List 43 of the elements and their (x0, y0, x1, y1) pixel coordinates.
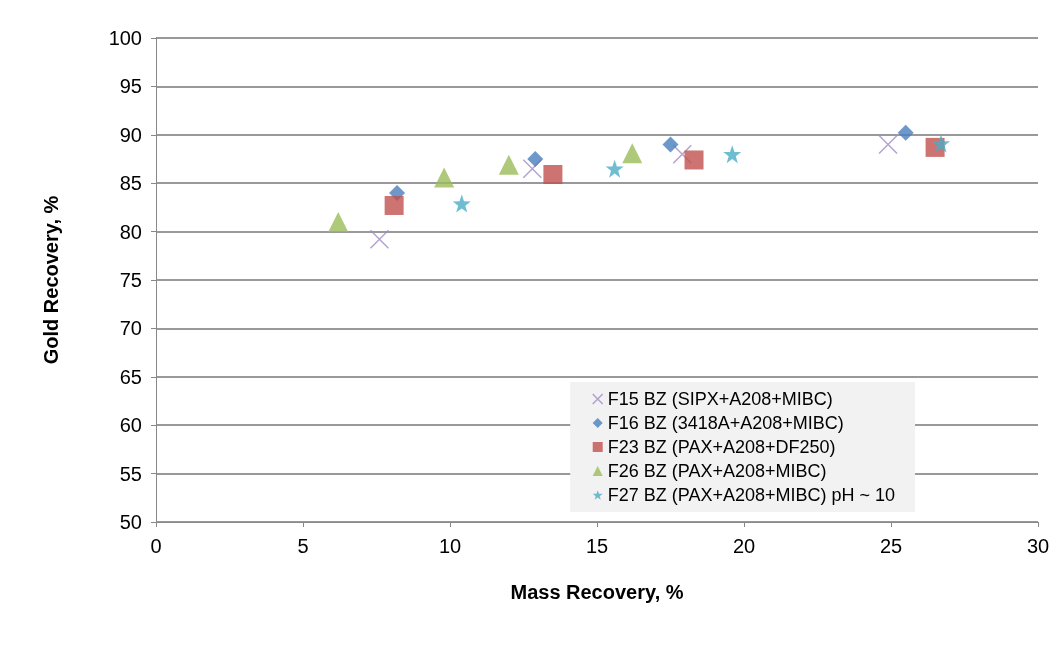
x-tick-label: 10 (438, 535, 462, 557)
point (384, 195, 404, 215)
x-tick-label: 0 (150, 535, 162, 557)
x-tick-label: 25 (879, 535, 903, 557)
legend-label: F26 BZ (PAX+A208+MIBC) (607, 461, 827, 481)
point (723, 145, 742, 164)
y-tick-label: 65 (119, 365, 142, 388)
point (498, 154, 519, 175)
y-tick-label: 100 (108, 27, 142, 49)
y-tick-label: 75 (119, 269, 142, 291)
x-tick-label: 20 (732, 535, 756, 557)
y-tick-label: 80 (119, 220, 142, 243)
y-tick-label: 55 (119, 462, 142, 485)
point (684, 150, 704, 170)
legend-label: F23 BZ (PAX+A208+DF250) (607, 437, 836, 457)
point (672, 144, 693, 164)
point (527, 151, 544, 167)
y-tick-label: 60 (119, 414, 142, 437)
point (522, 158, 543, 179)
point (931, 134, 950, 153)
point (543, 164, 563, 184)
x-tick-label: 30 (1026, 535, 1050, 557)
legend-label: F27 BZ (PAX+A208+MIBC) pH ~ 10 (607, 485, 895, 505)
y-tick-label: 85 (119, 172, 142, 195)
y-tick-label: 90 (119, 123, 142, 146)
x-axis-title: Mass Recovery, % (510, 581, 684, 603)
point (605, 159, 624, 178)
y-tick-label: 70 (119, 317, 142, 340)
point (622, 143, 643, 164)
point (452, 194, 471, 213)
legend-label: F16 BZ (3418A+A208+MIBC) (607, 413, 844, 433)
legend-label: F15 BZ (SIPX+A208+MIBC) (607, 389, 833, 409)
point (662, 136, 679, 153)
point (328, 211, 349, 232)
x-tick-label: 15 (585, 535, 609, 557)
point (434, 167, 455, 188)
x-tick-label: 5 (297, 535, 309, 557)
y-axis-title: Gold Recovery, % (40, 195, 62, 365)
point (878, 134, 898, 155)
point (369, 229, 390, 250)
y-tick-label: 50 (119, 511, 142, 533)
point (897, 124, 914, 141)
y-tick-label: 95 (119, 75, 142, 98)
